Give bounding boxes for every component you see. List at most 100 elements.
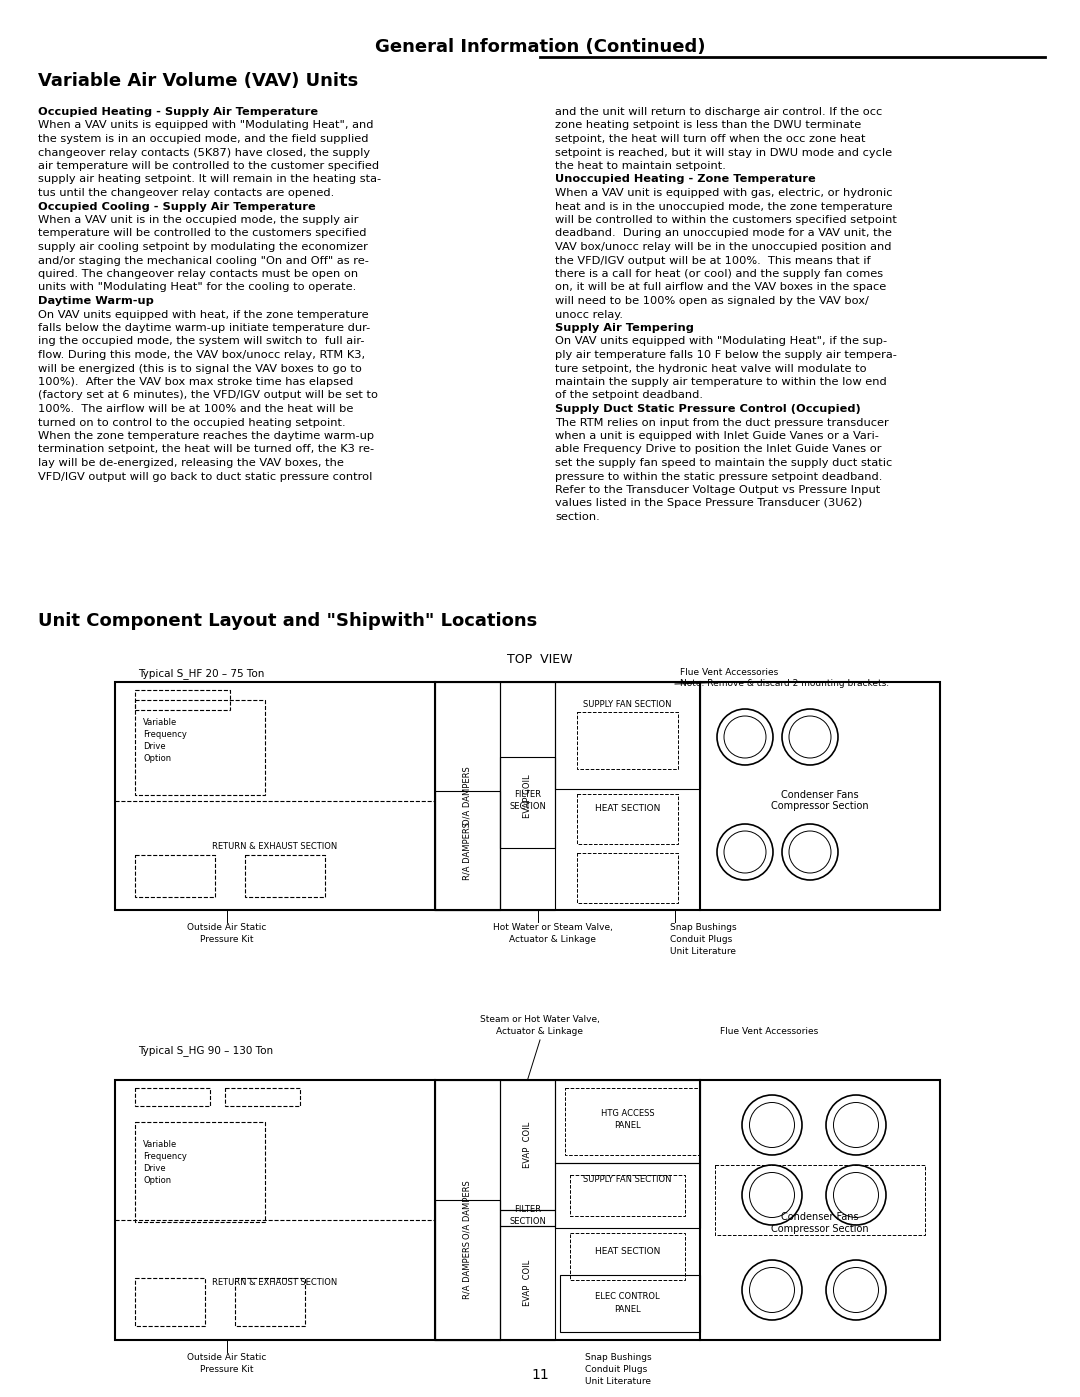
Text: Daytime Warm-up: Daytime Warm-up <box>38 296 153 306</box>
Text: Typical S_HG 90 – 130 Ton: Typical S_HG 90 – 130 Ton <box>138 1045 273 1056</box>
Bar <box>500 682 555 909</box>
Text: Actuator & Linkage: Actuator & Linkage <box>497 1027 583 1037</box>
Text: will be energized (this is to signal the VAV boxes to go to: will be energized (this is to signal the… <box>38 363 362 373</box>
Text: HEAT SECTION: HEAT SECTION <box>595 805 660 813</box>
Text: PANEL: PANEL <box>615 1305 640 1315</box>
Text: On VAV units equipped with "Modulating Heat", if the sup-: On VAV units equipped with "Modulating H… <box>555 337 887 346</box>
Bar <box>570 1234 685 1281</box>
Bar <box>135 1088 210 1106</box>
Text: Outside Air Static: Outside Air Static <box>187 923 267 932</box>
Bar <box>135 1278 205 1326</box>
Bar <box>500 1210 555 1225</box>
Text: Conduit Plugs: Conduit Plugs <box>585 1365 647 1375</box>
Text: Snap Bushings: Snap Bushings <box>670 923 737 932</box>
Text: Variable Air Volume (VAV) Units: Variable Air Volume (VAV) Units <box>38 73 359 89</box>
Bar <box>500 1080 555 1210</box>
Text: able Frequency Drive to position the Inlet Guide Vanes or: able Frequency Drive to position the Inl… <box>555 444 881 454</box>
Text: quired. The changeover relay contacts must be open on: quired. The changeover relay contacts mu… <box>38 270 359 279</box>
Text: Variable: Variable <box>143 1140 177 1148</box>
Text: heat and is in the unoccupied mode, the zone temperature: heat and is in the unoccupied mode, the … <box>555 201 892 211</box>
Text: Unit Literature: Unit Literature <box>585 1377 651 1386</box>
Text: On VAV units equipped with heat, if the zone temperature: On VAV units equipped with heat, if the … <box>38 310 368 320</box>
Bar <box>135 1122 265 1222</box>
Bar <box>435 792 500 909</box>
Text: supply air heating setpoint. It will remain in the heating sta-: supply air heating setpoint. It will rem… <box>38 175 381 184</box>
Text: Hot Water or Steam Valve,: Hot Water or Steam Valve, <box>492 923 612 932</box>
Text: SECTION: SECTION <box>509 1217 545 1227</box>
Text: Actuator & Linkage: Actuator & Linkage <box>509 935 596 944</box>
Text: will need to be 100% open as signaled by the VAV box/: will need to be 100% open as signaled by… <box>555 296 869 306</box>
Text: units with "Modulating Heat" for the cooling to operate.: units with "Modulating Heat" for the coo… <box>38 282 356 292</box>
Text: General Information (Continued): General Information (Continued) <box>375 38 705 56</box>
Text: Condenser Fans
Compressor Section: Condenser Fans Compressor Section <box>771 789 868 812</box>
Text: EVAP  COIL: EVAP COIL <box>523 1122 532 1168</box>
Text: maintain the supply air temperature to within the low end: maintain the supply air temperature to w… <box>555 377 887 387</box>
Text: SUPPLY FAN SECTION: SUPPLY FAN SECTION <box>583 1175 672 1185</box>
Bar <box>235 1278 305 1326</box>
Bar <box>435 682 500 909</box>
Text: VAV box/unocc relay will be in the unoccupied position and: VAV box/unocc relay will be in the unocc… <box>555 242 891 251</box>
Text: SECTION: SECTION <box>509 802 545 812</box>
Text: When a VAV units is equipped with "Modulating Heat", and: When a VAV units is equipped with "Modul… <box>38 120 374 130</box>
Bar <box>577 852 678 902</box>
Text: pressure to within the static pressure setpoint deadband.: pressure to within the static pressure s… <box>555 472 882 482</box>
Text: Drive: Drive <box>143 1164 165 1173</box>
Text: EVAP COIL: EVAP COIL <box>523 774 532 817</box>
Text: ply air temperature falls 10 F below the supply air tempera-: ply air temperature falls 10 F below the… <box>555 351 896 360</box>
Text: 11: 11 <box>531 1368 549 1382</box>
Text: Pressure Kit: Pressure Kit <box>200 1365 254 1375</box>
Text: the system is in an occupied mode, and the field supplied: the system is in an occupied mode, and t… <box>38 134 368 144</box>
Bar <box>565 1088 700 1155</box>
Text: Drive: Drive <box>143 742 165 752</box>
Bar <box>577 712 678 770</box>
Text: Refer to the Transducer Voltage Output vs Pressure Input: Refer to the Transducer Voltage Output v… <box>555 485 880 495</box>
Text: Frequency: Frequency <box>143 731 187 739</box>
Bar <box>245 855 325 897</box>
Text: R/A DAMPERS: R/A DAMPERS <box>463 821 472 880</box>
Text: When a VAV unit is in the occupied mode, the supply air: When a VAV unit is in the occupied mode,… <box>38 215 359 225</box>
Text: Unit Literature: Unit Literature <box>670 947 735 956</box>
Bar <box>135 700 265 795</box>
Bar <box>435 1080 500 1340</box>
Text: TOP  VIEW: TOP VIEW <box>508 652 572 666</box>
Text: ture setpoint, the hydronic heat valve will modulate to: ture setpoint, the hydronic heat valve w… <box>555 363 866 373</box>
Text: Condenser Fans
Compressor Section: Condenser Fans Compressor Section <box>771 1213 868 1234</box>
Text: the VFD/IGV output will be at 100%.  This means that if: the VFD/IGV output will be at 100%. This… <box>555 256 870 265</box>
Text: RETURN & EXHAUST SECTION: RETURN & EXHAUST SECTION <box>213 841 338 851</box>
Text: of the setpoint deadband.: of the setpoint deadband. <box>555 391 703 401</box>
Text: Occupied Cooling - Supply Air Temperature: Occupied Cooling - Supply Air Temperatur… <box>38 201 315 211</box>
Text: turned on to control to the occupied heating setpoint.: turned on to control to the occupied hea… <box>38 418 346 427</box>
Bar <box>500 757 555 848</box>
Text: (factory set at 6 minutes), the VFD/IGV output will be set to: (factory set at 6 minutes), the VFD/IGV … <box>38 391 378 401</box>
Text: Unoccupied Heating - Zone Temperature: Unoccupied Heating - Zone Temperature <box>555 175 815 184</box>
Text: The RTM relies on input from the duct pressure transducer: The RTM relies on input from the duct pr… <box>555 418 889 427</box>
Bar <box>135 855 215 897</box>
Text: R/A DAMPERS: R/A DAMPERS <box>463 1241 472 1299</box>
Text: supply air cooling setpoint by modulating the economizer: supply air cooling setpoint by modulatin… <box>38 242 368 251</box>
Text: Typical S_HF 20 – 75 Ton: Typical S_HF 20 – 75 Ton <box>138 668 265 679</box>
Bar <box>225 1088 300 1106</box>
Bar <box>114 1080 940 1340</box>
Text: Outside Air Static: Outside Air Static <box>187 1354 267 1362</box>
Text: 100%.  The airflow will be at 100% and the heat will be: 100%. The airflow will be at 100% and th… <box>38 404 353 414</box>
Text: changeover relay contacts (5K87) have closed, the supply: changeover relay contacts (5K87) have cl… <box>38 148 370 158</box>
Text: when a unit is equipped with Inlet Guide Vanes or a Vari-: when a unit is equipped with Inlet Guide… <box>555 432 879 441</box>
Bar <box>555 1080 700 1164</box>
Text: zone heating setpoint is less than the DWU terminate: zone heating setpoint is less than the D… <box>555 120 861 130</box>
Bar <box>435 1200 500 1340</box>
Text: set the supply fan speed to maintain the supply duct static: set the supply fan speed to maintain the… <box>555 458 892 468</box>
Text: section.: section. <box>555 511 599 522</box>
Text: falls below the daytime warm-up initiate temperature dur-: falls below the daytime warm-up initiate… <box>38 323 370 332</box>
Text: Note: Remove & discard 2 mounting brackets.: Note: Remove & discard 2 mounting bracke… <box>680 679 889 687</box>
Text: setpoint is reached, but it will stay in DWU mode and cycle: setpoint is reached, but it will stay in… <box>555 148 892 158</box>
Bar <box>500 1225 555 1340</box>
Text: FILTER: FILTER <box>514 1206 541 1214</box>
Text: ing the occupied mode, the system will switch to  full air-: ing the occupied mode, the system will s… <box>38 337 365 346</box>
Text: Steam or Hot Water Valve,: Steam or Hot Water Valve, <box>481 1016 599 1024</box>
Text: RETURN & EXHAUST SECTION: RETURN & EXHAUST SECTION <box>213 1278 338 1287</box>
Text: Option: Option <box>143 754 171 763</box>
Text: SUPPLY FAN SECTION: SUPPLY FAN SECTION <box>583 700 672 710</box>
Bar <box>561 1275 700 1333</box>
Text: ELEC CONTROL: ELEC CONTROL <box>595 1292 660 1301</box>
Text: termination setpoint, the heat will be turned off, the K3 re-: termination setpoint, the heat will be t… <box>38 444 374 454</box>
